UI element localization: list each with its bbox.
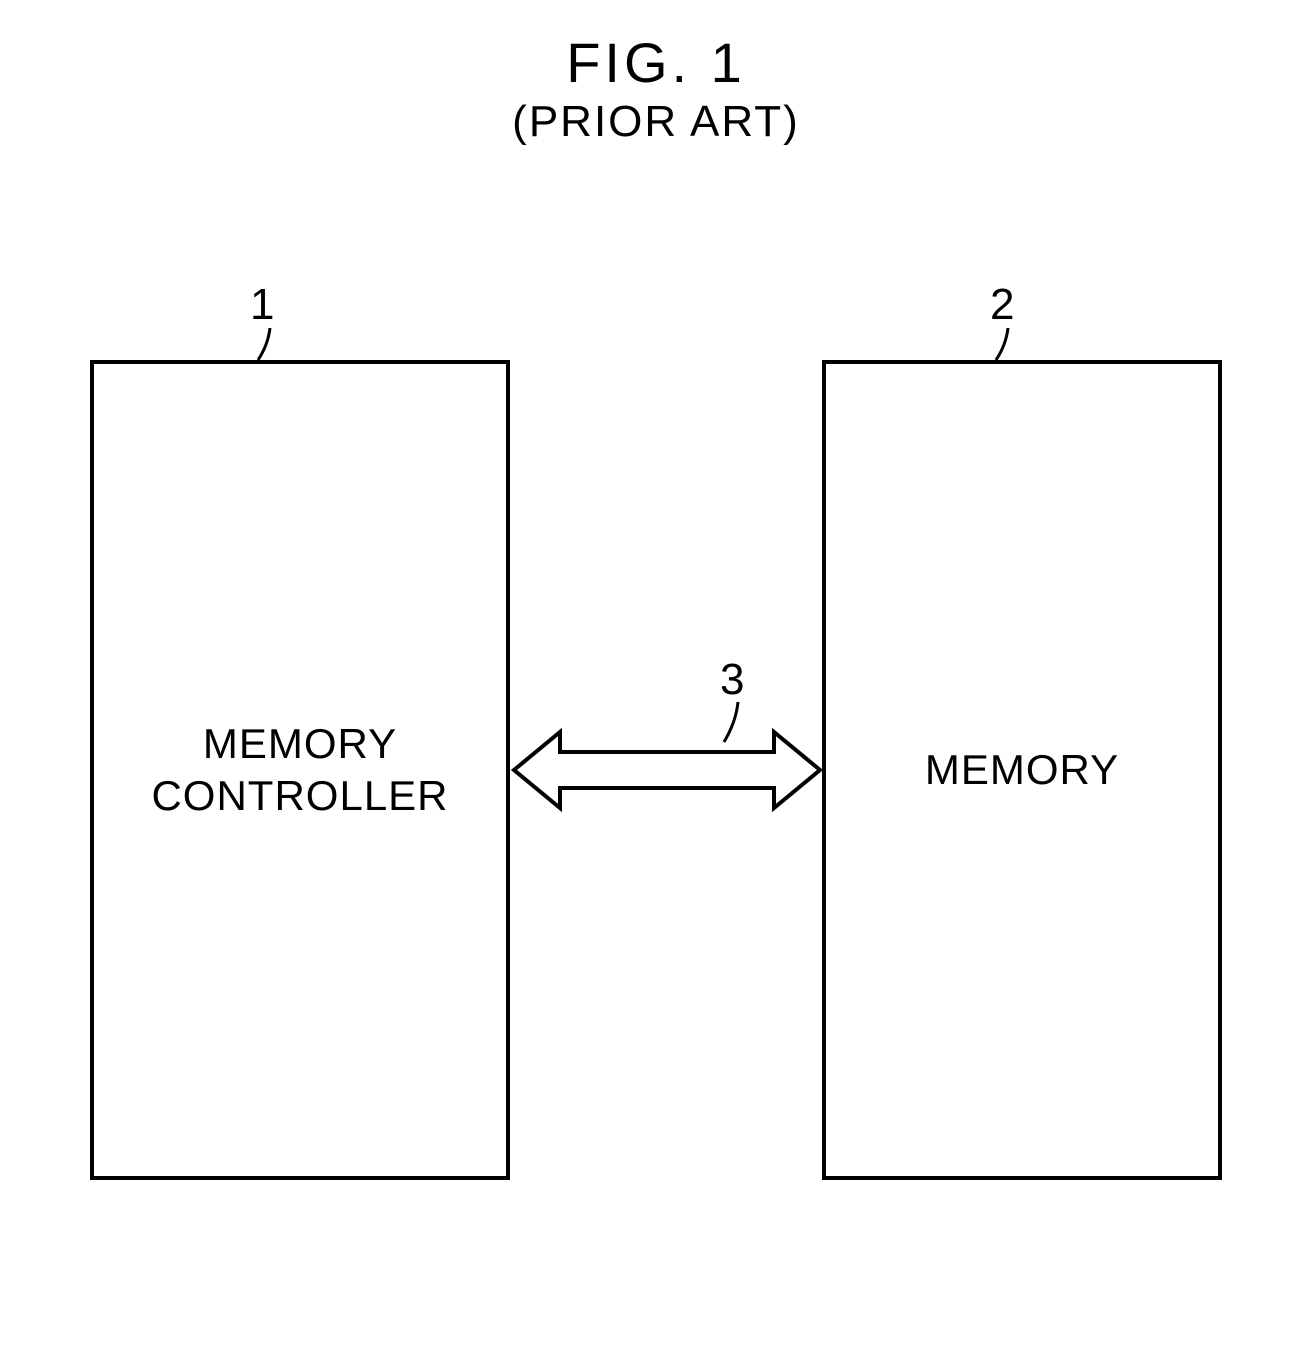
figure-title-group: FIG. 1 (PRIOR ART) (0, 30, 1312, 147)
figure-subtitle: (PRIOR ART) (0, 97, 1312, 147)
ref-label-1: 1 (250, 280, 274, 330)
ref-label-2: 2 (990, 280, 1014, 330)
block-label-memory: MEMORY (925, 744, 1119, 797)
figure-title: FIG. 1 (0, 30, 1312, 95)
diagram-area: MEMORY CONTROLLER MEMORY (90, 360, 1222, 1190)
block-memory-controller: MEMORY CONTROLLER (90, 360, 510, 1180)
block-label-memory-controller: MEMORY CONTROLLER (151, 718, 448, 823)
block-memory: MEMORY (822, 360, 1222, 1180)
